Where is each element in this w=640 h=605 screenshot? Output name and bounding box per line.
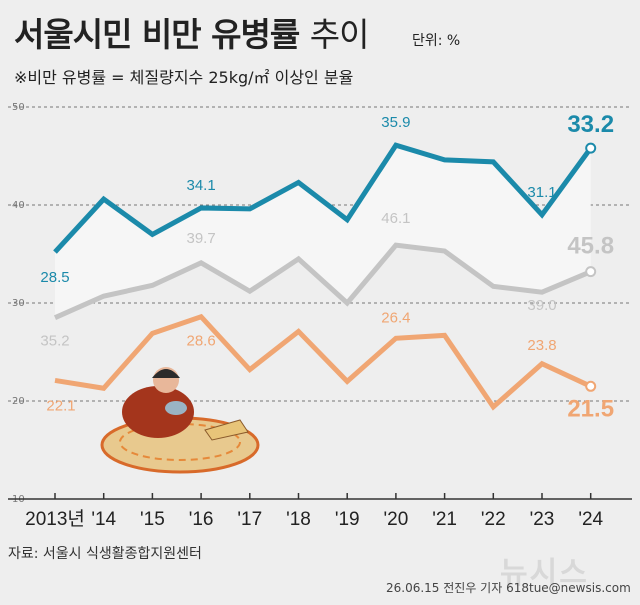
data-label-total: 45.8 <box>567 233 614 260</box>
x-tick-label: '18 <box>286 509 311 530</box>
data-label-male: 31.1 <box>527 184 556 201</box>
x-tick-label: 2013년 <box>25 508 85 530</box>
data-label-female: 23.8 <box>527 337 556 354</box>
y-tick-label: 30 <box>12 298 25 309</box>
x-tick-label: '20 <box>384 509 409 530</box>
pizza-box <box>204 419 249 441</box>
watermark: 뉴시스 <box>500 556 589 591</box>
x-tick-label: '14 <box>91 509 116 530</box>
data-label-male: 28.5 <box>40 269 69 286</box>
data-label-female: 22.1 <box>46 397 75 414</box>
x-tick-label: '24 <box>578 509 603 530</box>
x-tick-label: '16 <box>189 509 214 530</box>
data-label-total: 39.0 <box>527 297 556 314</box>
data-label-female: 21.5 <box>567 395 614 422</box>
data-label-male: 33.2 <box>567 111 614 138</box>
definition-note: ※비만 유병률 = 체질량지수 25kg/㎡ 이상인 분율 <box>14 68 354 87</box>
title-light: 추이 <box>309 15 370 54</box>
x-tick-label: '22 <box>481 509 506 530</box>
series-line-total <box>53 242 592 320</box>
data-label-male: 35.9 <box>381 114 410 131</box>
data-label-female: 26.4 <box>381 309 410 326</box>
y-tick-label: 50 <box>12 102 25 113</box>
series-line-male <box>53 142 593 254</box>
chart-title: 서울시민 비만 유병률 추이 <box>14 8 370 56</box>
data-label-female: 28.6 <box>186 333 215 350</box>
x-tick-label: '15 <box>140 509 165 530</box>
band-area <box>55 145 591 318</box>
series-endpoint-male <box>585 142 597 154</box>
data-label-total: 35.2 <box>40 333 69 350</box>
line-chart: 102030405028.534.135.931.133.235.239.746… <box>8 102 632 530</box>
x-tick-label: '23 <box>530 509 555 530</box>
x-tick-label: '19 <box>335 509 360 530</box>
y-tick-label: 20 <box>12 396 25 407</box>
data-label-total: 39.7 <box>186 230 215 247</box>
person-cap <box>152 369 180 378</box>
unit-label: 단위: % <box>412 33 461 49</box>
y-tick-label: 40 <box>12 200 25 211</box>
series-line-female <box>54 313 592 411</box>
series-endpoint-female <box>585 380 597 392</box>
person-body <box>122 386 194 438</box>
data-label-male: 34.1 <box>186 177 215 194</box>
source-note: 자료: 서울시 식생활종합지원센터 <box>8 546 202 562</box>
data-label-total: 46.1 <box>381 210 410 227</box>
title-bold: 서울시민 비만 유병률 <box>14 15 300 54</box>
series-endpoint-total <box>585 266 597 278</box>
x-tick-label: '17 <box>237 509 262 530</box>
credit-line: 26.06.15 전진우 기자 618tue@newsis.com <box>386 581 631 595</box>
bowl <box>165 401 187 415</box>
x-tick-label: '21 <box>432 509 457 530</box>
